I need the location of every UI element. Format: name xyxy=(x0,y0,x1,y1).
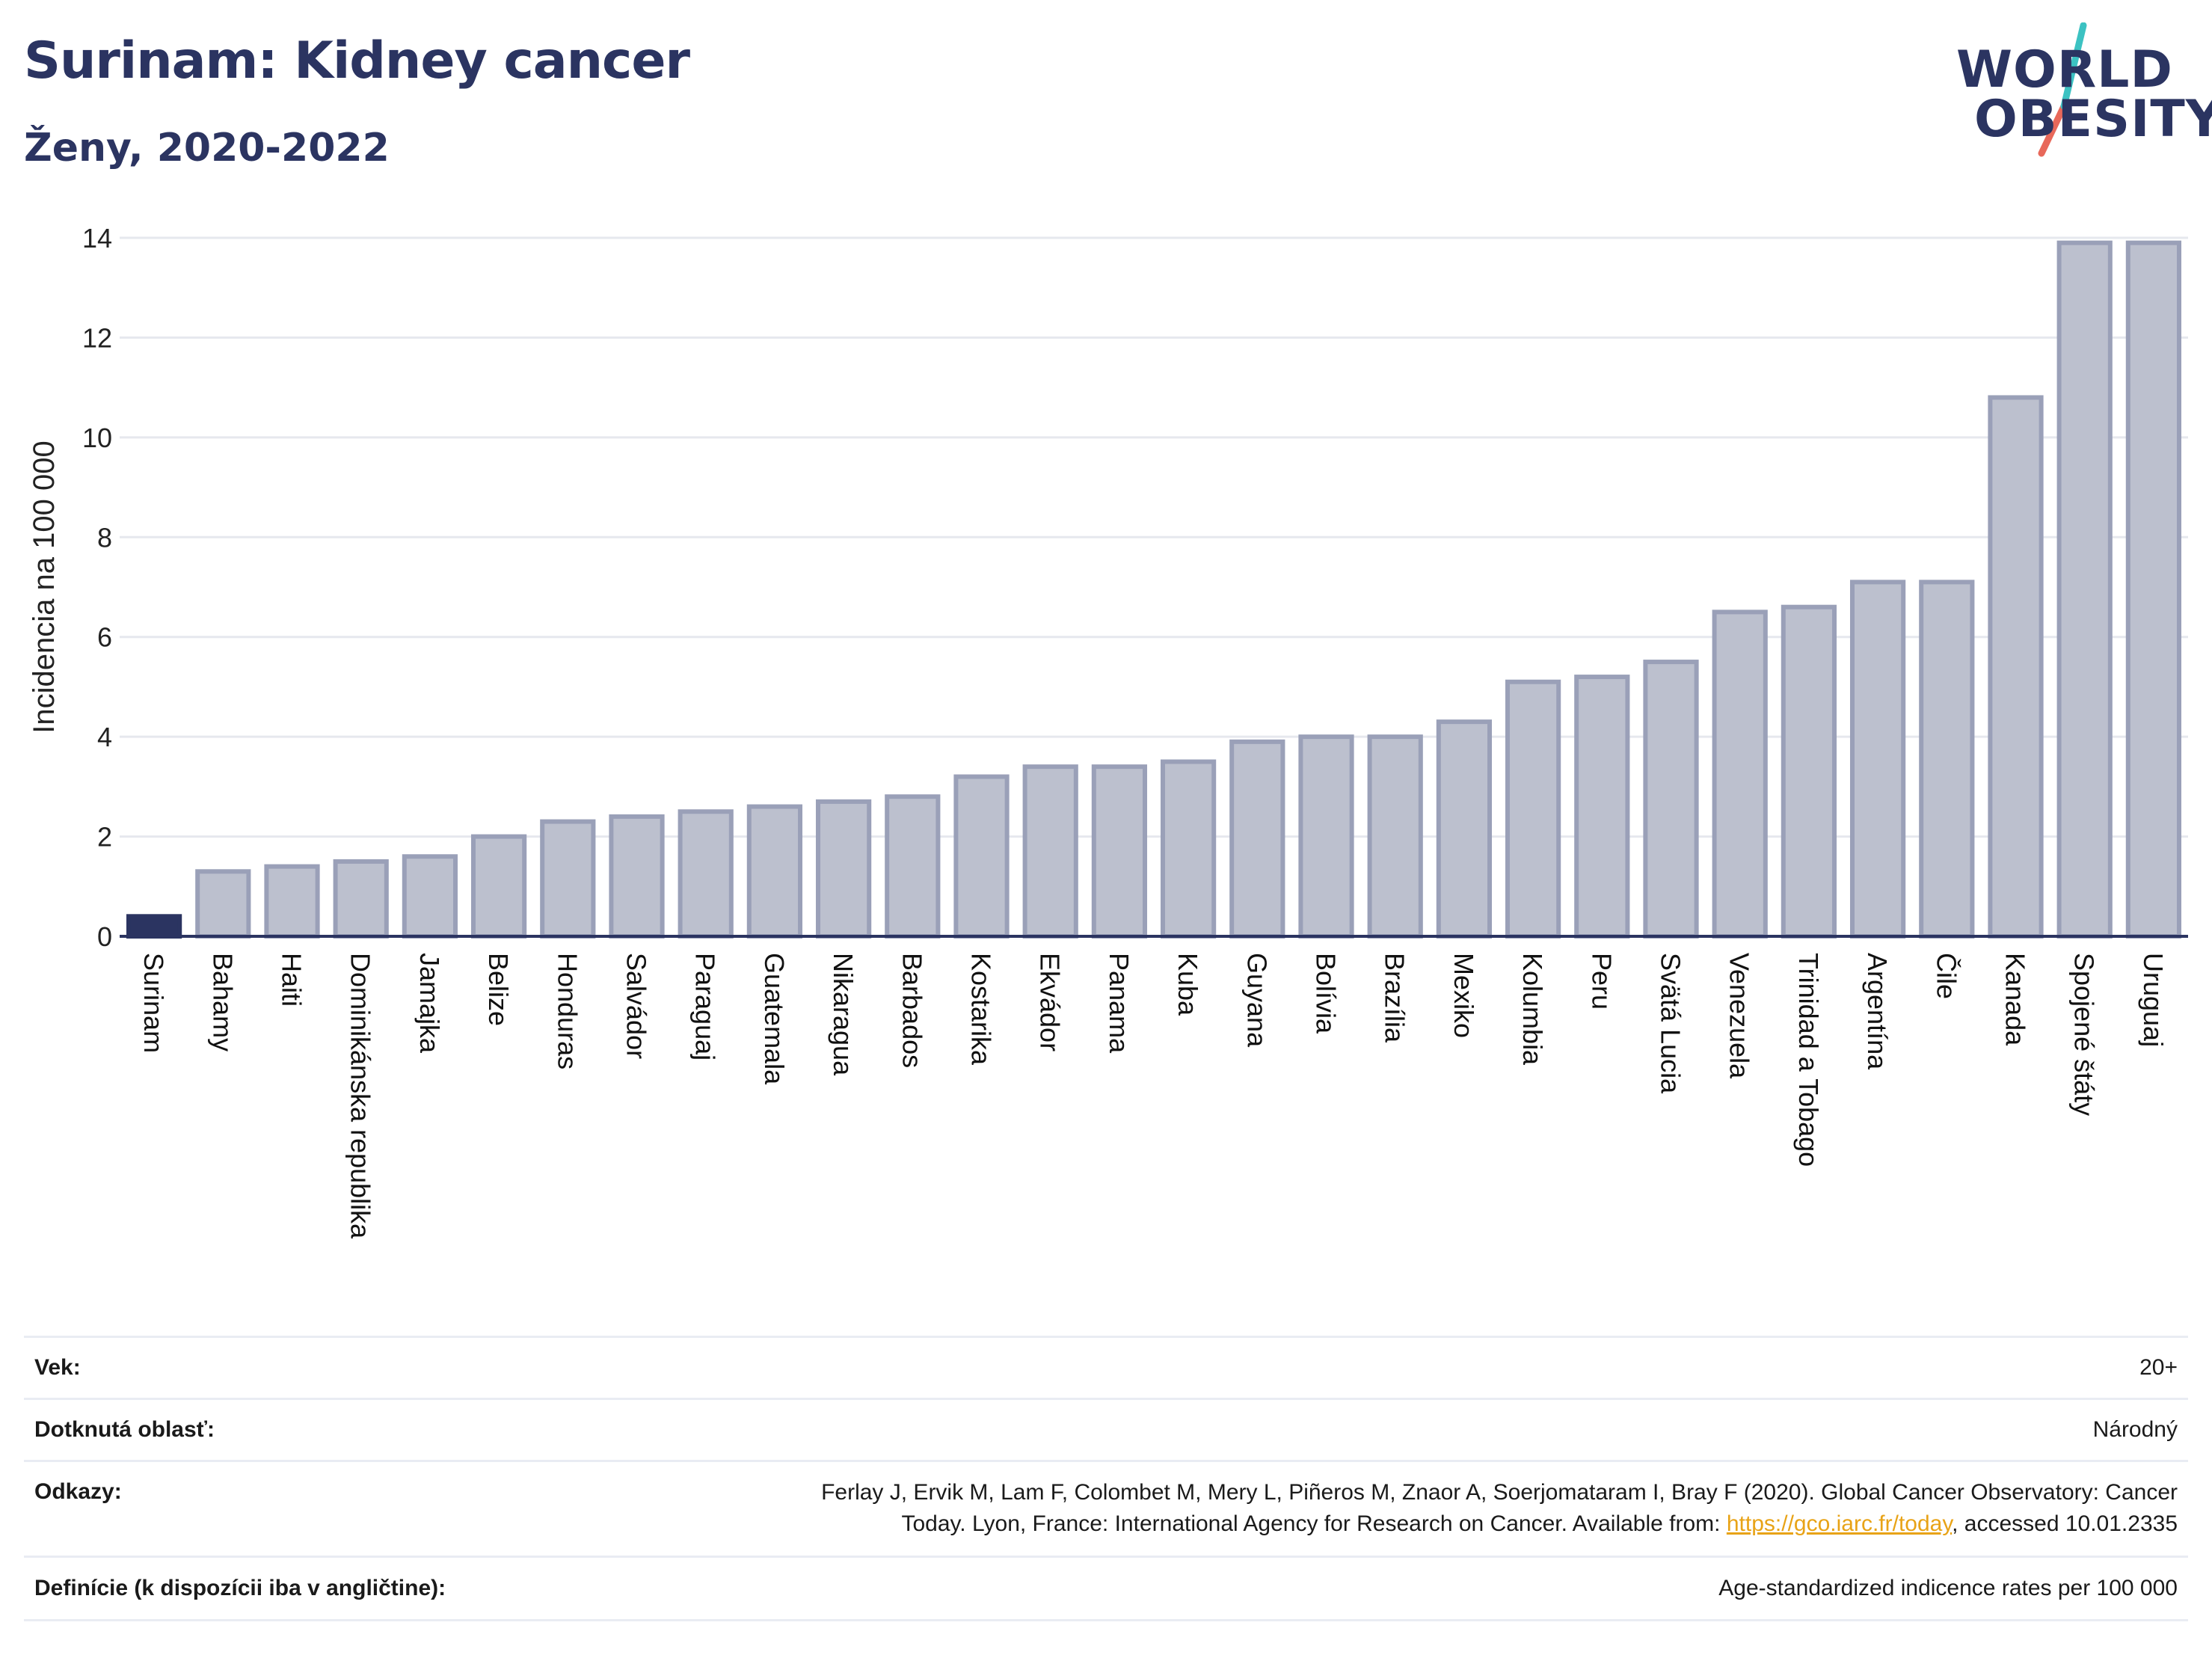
y-tick-label: 8 xyxy=(97,522,112,553)
logo-text-obesity: OBESITY xyxy=(1974,90,2212,149)
bar xyxy=(1436,719,1493,939)
bar xyxy=(1712,610,1768,939)
bar xyxy=(1849,580,1906,939)
bar xyxy=(1781,604,1837,939)
x-tick-label: Salvádor xyxy=(621,953,652,1059)
bar xyxy=(333,859,389,939)
bar-chart: 0 2 4 6 8 10 12 14 Incidencia na 100 000 Surinam B… xyxy=(28,223,2188,1239)
references-text: Today. Lyon, France: International Agenc… xyxy=(901,1511,1727,1536)
logo-text-world: WORLD xyxy=(1956,40,2173,99)
x-tick-label: Kanada xyxy=(2000,953,2031,1046)
chart-title: Surinam: Kidney cancer xyxy=(24,31,690,90)
references-line-1: Ferlay J, Ervik M, Lam F, Colombet M, Me… xyxy=(821,1480,2178,1505)
bar xyxy=(264,864,320,939)
x-tick-label: Peru xyxy=(1586,953,1617,1010)
bar xyxy=(126,914,182,939)
details-row-age: Vek: 20+ xyxy=(24,1336,2188,1398)
bar xyxy=(2125,240,2182,939)
x-tick-label: Bahamy xyxy=(207,953,238,1051)
details-row-definitions: Definície (k dispozícii iba v angličtine… xyxy=(24,1556,2188,1621)
details-label-area: Dotknutá oblasť: xyxy=(34,1417,215,1442)
details-label-age: Vek: xyxy=(34,1355,81,1380)
details-value-references: Ferlay J, Ervik M, Lam F, Colombet M, Me… xyxy=(821,1462,2188,1540)
bar xyxy=(1643,660,1699,939)
y-tick-label: 6 xyxy=(97,622,112,653)
details-value-age: 20+ xyxy=(2139,1355,2178,1380)
bar xyxy=(1298,734,1354,939)
x-tick-label: Haiti xyxy=(277,953,307,1007)
details-value-definitions: Age-standardized indicence rates per 100… xyxy=(1718,1576,2178,1600)
bar xyxy=(1091,764,1148,939)
bar xyxy=(1367,734,1423,939)
x-tick-label: Kostarika xyxy=(966,953,997,1066)
bar xyxy=(1160,759,1217,939)
y-tick-label: 2 xyxy=(97,822,112,853)
bar xyxy=(885,794,941,939)
bar xyxy=(1229,739,1285,939)
references-link[interactable]: https://gco.iarc.fr/today xyxy=(1726,1511,1953,1536)
x-tick-label: Kuba xyxy=(1173,953,1203,1016)
references-accessed: , accessed 10.01.2335 xyxy=(1952,1511,2178,1536)
x-tick-label: Paraguaj xyxy=(690,953,721,1060)
y-tick-label: 10 xyxy=(82,423,112,453)
x-tick-label: Brazília xyxy=(1380,953,1410,1043)
x-tick-label: Surinam xyxy=(138,953,169,1053)
bar xyxy=(953,774,1010,939)
y-tick-label: 4 xyxy=(97,722,112,752)
y-tick-label: 0 xyxy=(97,921,112,952)
bar xyxy=(746,804,803,939)
details-label-definitions: Definície (k dispozícii iba v angličtine… xyxy=(34,1576,446,1600)
y-axis-label: Incidencia na 100 000 xyxy=(28,440,61,733)
x-tick-label: Honduras xyxy=(552,953,583,1069)
x-tick-label: Venezuela xyxy=(1724,953,1755,1079)
x-tick-label: Mexiko xyxy=(1448,953,1479,1038)
x-tick-label: Svätá Lucia xyxy=(1656,953,1686,1094)
details-row-area: Dotknutá oblasť: Národný xyxy=(24,1398,2188,1460)
x-tick-label: Dominikánska republika xyxy=(345,953,376,1239)
bar xyxy=(678,809,734,939)
x-tick-label: Barbados xyxy=(897,953,927,1068)
details-value-area: Národný xyxy=(2092,1417,2178,1442)
bar xyxy=(1505,679,1561,939)
x-tick-label: Guyana xyxy=(1241,953,1272,1048)
x-tick-label: Spojené štáty xyxy=(2069,953,2100,1116)
bar xyxy=(815,799,872,939)
world-obesity-logo: WORLD OBESITY xyxy=(1944,22,2212,157)
bar xyxy=(540,819,596,939)
bar xyxy=(402,854,458,939)
x-tick-label: Čile xyxy=(1931,953,1961,999)
x-tick-label: Ekvádor xyxy=(1035,953,1066,1051)
x-tick-label: Jamajka xyxy=(414,953,445,1054)
bar xyxy=(2056,240,2113,939)
x-tick-label: Argentína xyxy=(1862,953,1893,1070)
bar xyxy=(1574,675,1630,939)
logo-slash-icon xyxy=(2038,22,2087,157)
x-tick-label: Kolumbia xyxy=(1517,953,1548,1066)
details-table: Vek: 20+ Dotknutá oblasť: Národný Odkazy… xyxy=(24,1336,2188,1621)
bar xyxy=(609,814,665,939)
bar xyxy=(1919,580,1975,939)
details-label-references: Odkazy: xyxy=(34,1479,122,1504)
x-tick-label: Nikaragua xyxy=(828,953,858,1076)
references-line-2: Today. Lyon, France: International Agenc… xyxy=(821,1508,2178,1540)
bar xyxy=(1022,764,1078,939)
bar xyxy=(1988,395,2044,939)
x-tick-label: Panama xyxy=(1104,953,1134,1054)
x-tick-label: Trinidad a Tobago xyxy=(1793,953,1824,1167)
y-tick-label: 12 xyxy=(82,322,112,353)
x-tick-label: Guatemala xyxy=(759,953,790,1085)
y-tick-label: 14 xyxy=(82,223,112,254)
bar xyxy=(195,869,251,939)
chart-subtitle: Ženy, 2020-2022 xyxy=(24,126,390,171)
details-row-references: Odkazy: Ferlay J, Ervik M, Lam F, Colomb… xyxy=(24,1460,2188,1556)
x-tick-label: Belize xyxy=(483,953,514,1026)
x-tick-label: Uruguaj xyxy=(2138,953,2169,1047)
bar xyxy=(470,834,527,939)
x-tick-label: Bolívia xyxy=(1311,953,1342,1034)
